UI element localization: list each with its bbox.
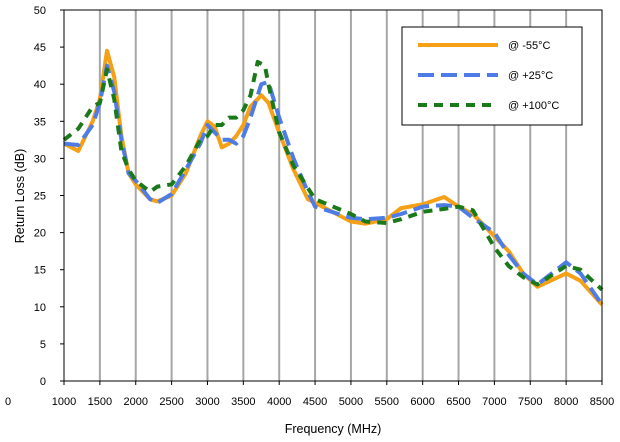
series-line (62, 59, 604, 292)
x-tick-label: 2500 (159, 396, 183, 408)
y-tick-label: 50 (34, 5, 46, 17)
x-tick-label: 6500 (446, 396, 470, 408)
y-tick-label: 15 (34, 265, 46, 277)
x-tick-label: 7000 (482, 396, 506, 408)
x-tick-label: 4500 (303, 396, 327, 408)
legend-label: @ +25°C (508, 70, 553, 82)
x-tick-label: 4000 (267, 396, 291, 408)
x-tick-label: 6000 (410, 396, 434, 408)
x-tick-label: 2000 (123, 396, 147, 408)
legend-label: @ -55°C (508, 40, 551, 52)
y-axis-title: Return Loss (dB) (13, 149, 27, 243)
y-tick-label: 35 (34, 116, 46, 128)
y-tick-label: 10 (34, 302, 46, 314)
y-tick-label: 25 (34, 191, 46, 203)
y-tick-label: 0 (40, 376, 46, 388)
x-tick-label: 1000 (52, 396, 76, 408)
y-tick-label: 45 (34, 42, 46, 54)
y-tick-label: 40 (34, 79, 46, 91)
legend-label: @ +100°C (508, 100, 559, 112)
series-layer (62, 48, 604, 306)
y-tick-label: 30 (34, 153, 46, 165)
x-tick-label: 7500 (518, 396, 542, 408)
x-tick-label: 1500 (88, 396, 112, 408)
x-tick-label: 8000 (554, 396, 578, 408)
x-tick-label: 5500 (375, 396, 399, 408)
x-axis-title: Frequency (MHz) (285, 422, 382, 436)
x-tick-label: 8500 (590, 396, 614, 408)
x-tick-label: 3000 (195, 396, 219, 408)
x-tick-label: 3500 (231, 396, 255, 408)
legend: @ -55°C @ +25°C @ +100°C (401, 26, 583, 126)
x-tick-labels: 1000 1500 2000 2500 3000 3500 4000 4500 5000 5500… (52, 381, 614, 408)
y-tick-label: 20 (34, 228, 46, 240)
y-tick-label: 5 (40, 339, 46, 351)
left-stray-label: 0 (5, 396, 11, 408)
x-tick-label: 5000 (339, 396, 363, 408)
y-tick-labels: 0 5 10 15 20 25 30 35 40 45 50 (34, 5, 64, 388)
series-line (63, 48, 604, 306)
